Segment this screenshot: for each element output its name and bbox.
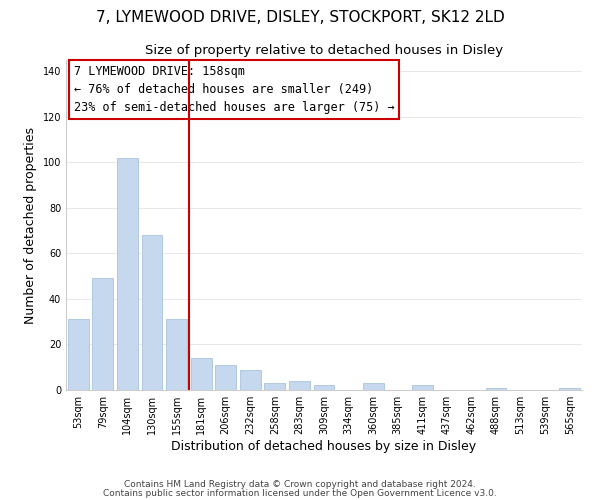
Bar: [68, 320, 89, 390]
Y-axis label: Number of detached properties: Number of detached properties: [24, 126, 37, 324]
Bar: [314, 386, 334, 390]
Bar: [92, 278, 113, 390]
Text: Contains public sector information licensed under the Open Government Licence v3: Contains public sector information licen…: [103, 488, 497, 498]
Text: 7 LYMEWOOD DRIVE: 158sqm
← 76% of detached houses are smaller (249)
23% of semi-: 7 LYMEWOOD DRIVE: 158sqm ← 76% of detach…: [74, 65, 394, 114]
Title: Size of property relative to detached houses in Disley: Size of property relative to detached ho…: [145, 44, 503, 58]
Bar: [191, 358, 212, 390]
Text: Contains HM Land Registry data © Crown copyright and database right 2024.: Contains HM Land Registry data © Crown c…: [124, 480, 476, 489]
Text: 7, LYMEWOOD DRIVE, DISLEY, STOCKPORT, SK12 2LD: 7, LYMEWOOD DRIVE, DISLEY, STOCKPORT, SK…: [95, 10, 505, 25]
Bar: [485, 388, 506, 390]
Bar: [289, 381, 310, 390]
Bar: [559, 388, 580, 390]
Bar: [215, 365, 236, 390]
Bar: [117, 158, 138, 390]
Bar: [265, 383, 286, 390]
Bar: [240, 370, 261, 390]
Bar: [412, 386, 433, 390]
Bar: [166, 320, 187, 390]
X-axis label: Distribution of detached houses by size in Disley: Distribution of detached houses by size …: [172, 440, 476, 453]
Bar: [142, 235, 163, 390]
Bar: [362, 383, 383, 390]
